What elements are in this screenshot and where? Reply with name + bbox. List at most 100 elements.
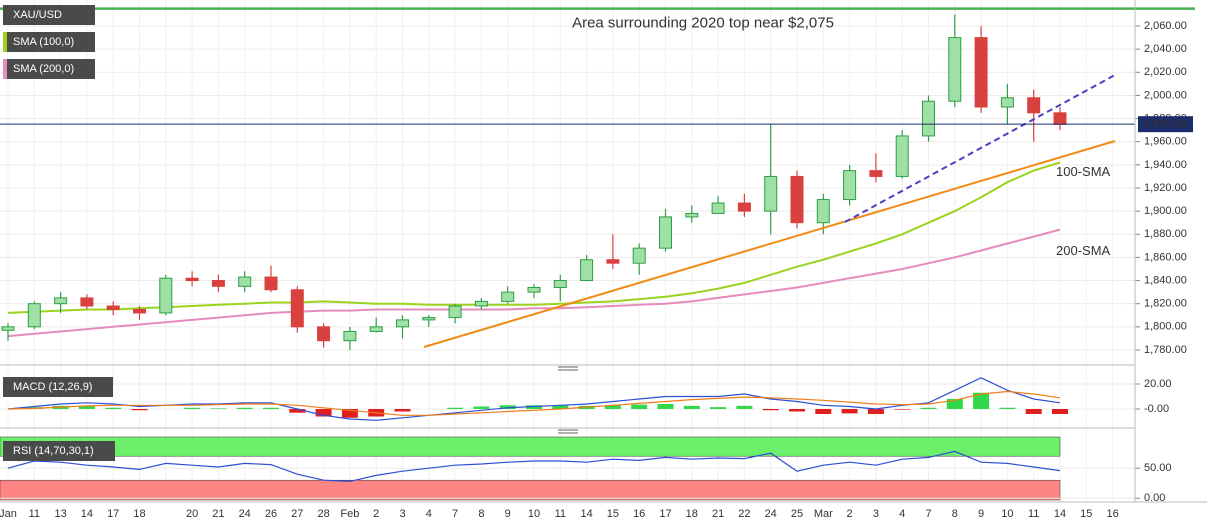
y-tick-label: 2,040.00 (1144, 43, 1187, 55)
macd-histogram-bar (394, 409, 411, 412)
x-tick-label: 14 (1054, 508, 1066, 520)
signal-line (7, 390, 1061, 416)
overbought-zone (0, 436, 1061, 457)
candle-body (816, 199, 830, 224)
annotation: Area surrounding 2020 top near $2,075 (572, 15, 834, 32)
macd-histogram-bar (789, 409, 805, 412)
x-tick-label: 14 (81, 508, 93, 520)
candle-body (606, 259, 620, 264)
x-tick-label: 25 (791, 508, 803, 520)
candle-body (974, 37, 988, 108)
legend-box (3, 32, 95, 52)
x-tick-label: Mar (814, 508, 833, 520)
candle-body (159, 277, 173, 314)
macd-histogram-bar (1052, 409, 1068, 414)
x-tick-label: 10 (528, 508, 540, 520)
price-tag (1138, 116, 1193, 133)
legend-label: XAU/USD (13, 9, 62, 21)
x-tick-label: 24 (239, 508, 251, 520)
rsi-line (7, 450, 1061, 483)
y-tick-label: 0.00 (1144, 492, 1165, 504)
candle-body (238, 276, 252, 287)
trendline-dashed (844, 74, 1116, 223)
x-tick-label: 9 (978, 508, 984, 520)
candle-body (685, 212, 699, 218)
candle-body (80, 297, 94, 307)
sma-line (7, 228, 1061, 338)
x-tick-label: 20 (186, 508, 198, 520)
y-tick-label: 20.00 (1144, 378, 1172, 390)
candle-body (1027, 97, 1041, 114)
macd-line (7, 377, 1061, 421)
y-tick-label: 1,800.00 (1144, 321, 1187, 333)
y-tick-label: 1,840.00 (1144, 274, 1187, 286)
macd-histogram-bar (526, 405, 542, 409)
macd-histogram-bar (473, 406, 490, 409)
macd-histogram-bar (973, 392, 990, 409)
macd-histogram-bar (999, 407, 1016, 409)
candle-body (659, 216, 672, 249)
candle-body (948, 37, 962, 102)
x-tick-label: 11 (1028, 508, 1039, 520)
x-tick-label: 11 (555, 508, 566, 520)
x-tick-label: 11 (29, 508, 40, 520)
x-tick-label: 3 (873, 508, 879, 520)
candle-body (501, 291, 515, 302)
x-tick-label: 17 (659, 508, 671, 520)
x-tick-label: 26 (265, 508, 277, 520)
candle-body (632, 247, 646, 264)
x-tick-label: 8 (952, 508, 958, 520)
y-tick-label: 1,880.00 (1144, 228, 1187, 240)
legend-label: RSI (14,70,30,1) (13, 445, 94, 457)
candle-body (211, 280, 225, 287)
x-tick-label: 7 (925, 508, 931, 520)
overlay: 1,780.00 1,800.00 1,820.00 1,840.00 1,860.00… (0, 5, 1195, 520)
macd-histogram-bar (946, 399, 963, 409)
macd-histogram-bar (105, 407, 122, 409)
candle-body (343, 330, 357, 342)
x-tick-label: 28 (317, 508, 329, 520)
x-tick-label: 18 (686, 508, 698, 520)
legend-label: SMA (100,0) (13, 36, 74, 48)
candle-body (843, 170, 857, 201)
x-tick-label: 3 (399, 508, 405, 520)
panel-handle[interactable] (558, 366, 578, 434)
candle-body (264, 276, 278, 291)
legend-box (3, 5, 95, 25)
grid (0, 0, 1140, 502)
candle-body (27, 303, 41, 328)
x-tick-label: 24 (765, 508, 777, 520)
y-tick-label: 1,780.00 (1144, 344, 1187, 356)
candle-body (133, 308, 146, 314)
x-tick-label: Jan (0, 508, 17, 520)
macd-histogram-bar (631, 404, 648, 409)
macd-histogram-bar (736, 405, 753, 409)
sma-label: 100-SMA (1056, 164, 1111, 179)
x-tick-label: 16 (1106, 508, 1118, 520)
macd-histogram-bar (499, 405, 516, 409)
macd-histogram-bar (710, 407, 727, 409)
x-tick-label: 18 (133, 508, 145, 520)
candle-body (553, 280, 567, 288)
macd-histogram-bar (867, 409, 884, 414)
macd-histogram-bar (604, 405, 621, 409)
x-tick-label: 4 (426, 508, 432, 520)
legend-label: SMA (200,0) (13, 63, 74, 75)
y-tick-label: 2,020.00 (1144, 66, 1187, 78)
x-tick-label: 27 (291, 508, 303, 520)
sma-line (7, 161, 1061, 314)
candle-body (790, 175, 804, 224)
trendline (423, 140, 1116, 348)
x-tick-label: 21 (712, 508, 724, 520)
x-tick-label: Feb (340, 508, 359, 520)
x-tick-label: 13 (54, 508, 66, 520)
candle-body (527, 286, 541, 293)
x-tick-label: 21 (212, 508, 224, 520)
candle-body (290, 289, 304, 328)
x-tick-label: 16 (633, 508, 645, 520)
x-tick-label: 10 (1001, 508, 1013, 520)
macd-histogram-bar (210, 408, 227, 409)
legend-swatch (3, 32, 7, 52)
y-tick-label: 1,960.00 (1144, 136, 1187, 148)
